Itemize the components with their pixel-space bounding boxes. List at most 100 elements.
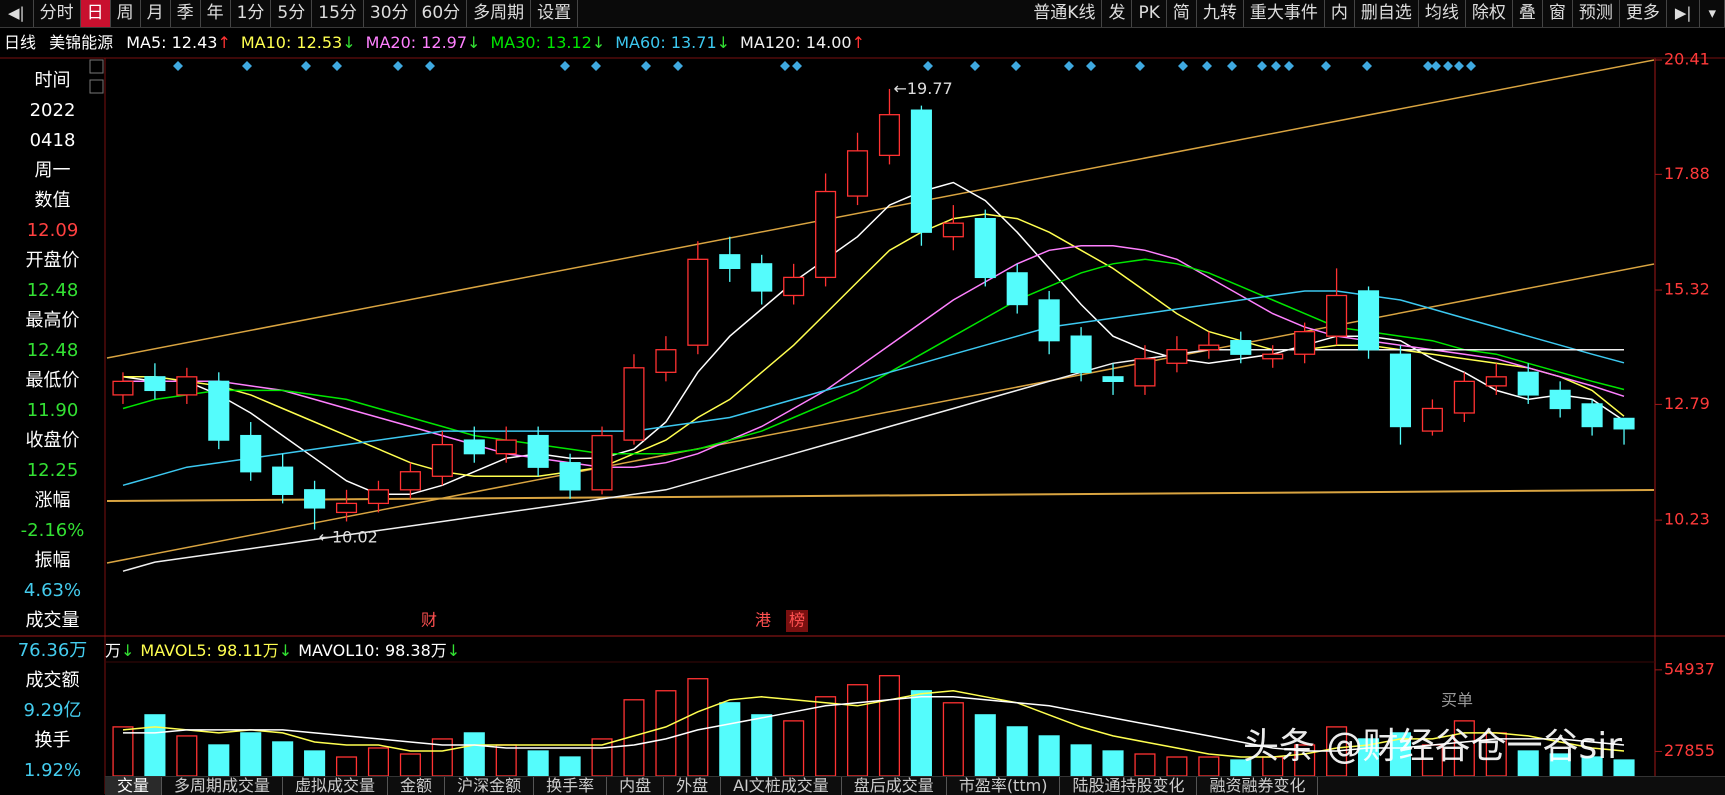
candle-body — [942, 222, 964, 238]
ma-legend: MA60: 13.71 — [615, 33, 717, 52]
toolbar-item[interactable]: 30分 — [364, 0, 416, 27]
field-label: 最高价 — [25, 310, 80, 331]
corner-icon[interactable] — [89, 59, 104, 74]
volume-bar — [495, 744, 517, 777]
event-diamond — [242, 61, 252, 71]
volume-bar — [687, 678, 709, 777]
mavol-legend: MAVOL10: 98.38万 — [298, 641, 447, 660]
event-diamond — [301, 61, 311, 71]
event-diamond — [1423, 61, 1433, 71]
toolbar-item[interactable]: 1分 — [231, 0, 272, 27]
volume-bar — [1070, 744, 1092, 777]
toolbar-item[interactable]: 多周期 — [467, 0, 532, 27]
indicator-tab[interactable]: 市盈率(ttm) — [947, 777, 1061, 795]
toolbar-item[interactable]: 预测 — [1573, 0, 1620, 27]
indicator-tab[interactable]: AI文桩成交量 — [721, 777, 842, 795]
indicator-tab[interactable]: 金额 — [388, 777, 446, 795]
toolbar-item[interactable]: 窗 — [1543, 0, 1573, 27]
toolbar: ◀| 分时日周月季年 1分 5分 15分 30分 60分 多周期 设置 普通K线发 PK 简九转 重大… — [0, 0, 1725, 28]
event-diamond — [1011, 61, 1021, 71]
corner-icon[interactable] — [89, 79, 104, 94]
indicator-tab[interactable]: 盘后成交量 — [842, 777, 947, 795]
toolbar-item[interactable]: 更多 — [1620, 0, 1667, 27]
toolbar-item[interactable]: 15分 — [312, 0, 364, 27]
volume-bar — [272, 741, 294, 777]
toolbar-item[interactable]: 5分 — [271, 0, 313, 27]
field-value: 12.25 — [26, 460, 79, 481]
event-diamond — [641, 61, 651, 71]
period: 日线 — [4, 33, 37, 52]
volume-bar — [846, 684, 869, 777]
candle-body — [1070, 335, 1092, 373]
toolbar-item[interactable]: 九转 — [1197, 0, 1244, 27]
candle-body — [591, 434, 613, 491]
back-icon[interactable]: ◀| — [0, 0, 34, 27]
toolbar-item[interactable]: 季 — [171, 0, 201, 27]
candle-body — [304, 489, 326, 509]
field-value: 12.48 — [26, 340, 79, 361]
candle-body — [240, 434, 262, 473]
volume-bar — [751, 714, 773, 777]
volume-bar — [463, 732, 485, 777]
candle-body — [112, 380, 134, 396]
y-tick-label: 17.88 — [1664, 164, 1710, 183]
toolbar-item[interactable]: 日 — [80, 0, 111, 27]
extreme-label: ←19.77 — [893, 78, 952, 97]
event-diamond — [1064, 61, 1074, 71]
toolbar-item[interactable]: 设置 — [531, 0, 579, 27]
toolbar-item[interactable]: 分时 — [34, 0, 81, 27]
toolbar-item[interactable]: 年 — [201, 0, 231, 27]
toolbar-item[interactable]: 内 — [1325, 0, 1355, 27]
event-diamond — [173, 61, 183, 71]
indicator-tab[interactable]: 沪深金额 — [445, 777, 535, 795]
indicator-tab[interactable]: 交量 — [105, 777, 163, 795]
mavol-arrow: ↓ — [446, 641, 461, 660]
candle-body — [687, 258, 709, 346]
ma-legend: MA10: 12.53 — [240, 33, 343, 52]
ma-arrow: ↑ — [217, 33, 231, 52]
indicator-tab[interactable]: 外盘 — [664, 777, 722, 795]
toolbar-item[interactable]: 周 — [111, 0, 141, 27]
toolbar-item[interactable]: PK — [1132, 0, 1167, 27]
candle-body — [1102, 376, 1124, 382]
candle-body — [1294, 330, 1316, 355]
price-panel: 20.41 17.88 15.32 12.79 10.23 ←19.77 ←10.02 财 港榜 — [112, 50, 1710, 632]
toolbar-item[interactable]: 普通K线 — [1027, 0, 1103, 27]
toolbar-item[interactable]: 删自选 — [1355, 0, 1419, 27]
forward-icon[interactable]: ▶| — [1667, 0, 1701, 27]
toolbar-item[interactable]: 均线 — [1419, 0, 1466, 27]
field-label: 收盘价 — [25, 430, 80, 451]
volume-header: 万↓ MAVOL5: 98.11万↓ MAVOL10: 98.38万↓ — [105, 640, 466, 662]
event-diamond — [1454, 61, 1464, 71]
indicator-tab[interactable]: 换手率 — [534, 777, 608, 795]
toolbar-item[interactable]: 月 — [141, 0, 171, 27]
toolbar-item[interactable]: 叠 — [1513, 0, 1543, 27]
indicator-tab[interactable]: 陆股通持股变化 — [1060, 777, 1198, 795]
mavol-legend: MAVOL5: 98.11万 — [140, 641, 279, 660]
event-diamond — [1257, 61, 1267, 71]
event-diamond — [1284, 61, 1294, 71]
down-icon[interactable]: ▾ — [1700, 0, 1725, 27]
volume-bar — [208, 744, 230, 777]
toolbar-item[interactable]: 发 — [1102, 0, 1133, 27]
toolbar-item[interactable]: 重大事件 — [1244, 0, 1325, 27]
indicator-tab[interactable]: 内盘 — [607, 777, 665, 795]
volume-bar — [878, 675, 901, 777]
candle-body — [655, 349, 677, 373]
indicator-tab[interactable]: 多周期成交量 — [162, 777, 284, 795]
event-diamond — [591, 61, 601, 71]
toolbar-item[interactable]: 除权 — [1466, 0, 1513, 27]
candle-body — [176, 376, 198, 396]
indicator-tab[interactable]: 融资融券变化 — [1197, 777, 1319, 795]
indicator-tab[interactable]: 虚拟成交量 — [283, 777, 389, 795]
candle-body — [1389, 353, 1412, 428]
volume-bar — [719, 702, 741, 777]
indicator-tabs: 交量 多周期成交量 虚拟成交量 金额 沪深金额 换手率 内盘 外盘 AI文桩成交量 盘后成交量 市盈… — [105, 776, 1725, 795]
toolbar-item[interactable]: 60分 — [416, 0, 468, 27]
event-diamond — [1466, 61, 1476, 71]
candle-body — [1166, 349, 1188, 364]
event-diamond — [1202, 61, 1212, 71]
event-diamond — [1135, 61, 1145, 71]
toolbar-item[interactable]: 简 — [1167, 0, 1197, 27]
